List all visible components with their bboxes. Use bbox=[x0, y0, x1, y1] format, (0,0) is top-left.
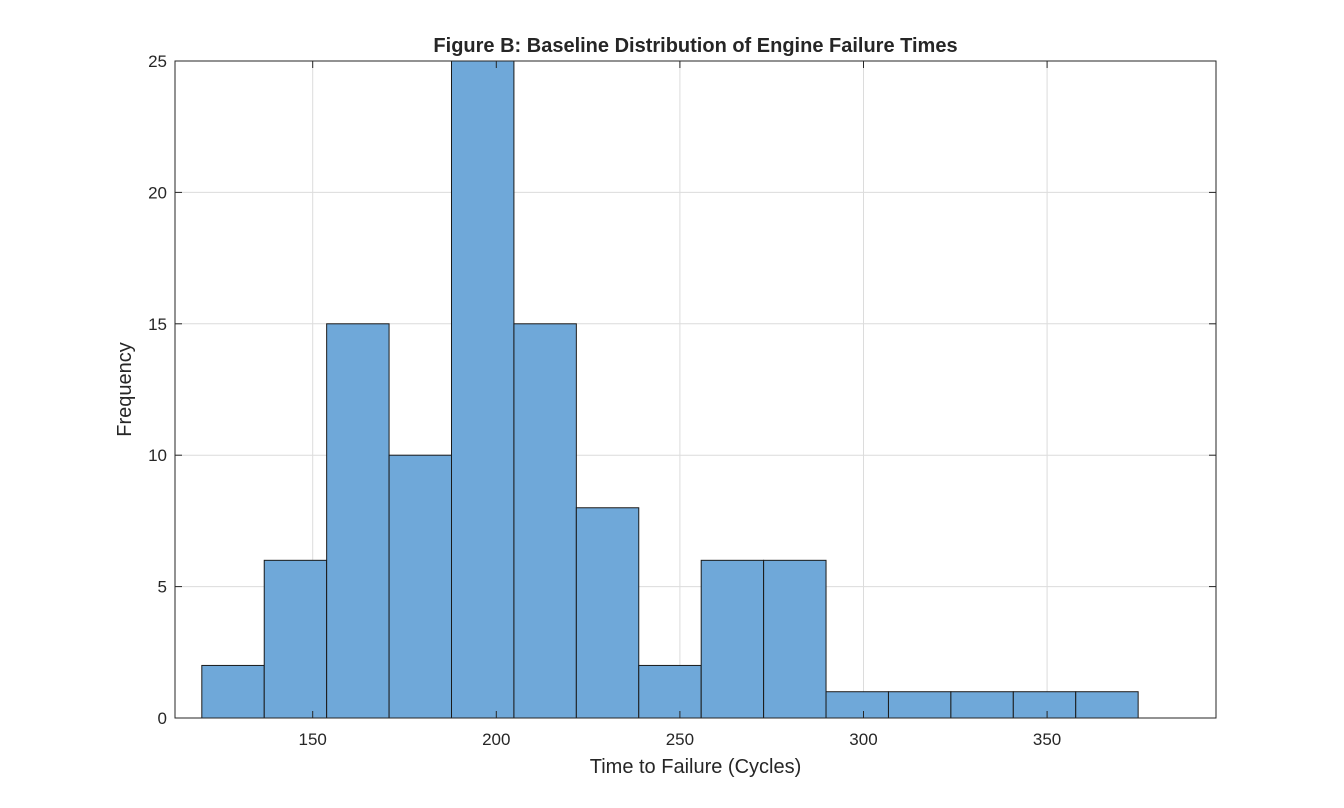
histogram-bar bbox=[263, 559, 328, 719]
x-tick-label: 250 bbox=[666, 730, 694, 749]
x-axis-label: Time to Failure (Cycles) bbox=[590, 756, 802, 778]
histogram-bar bbox=[1075, 691, 1139, 719]
histogram-bar bbox=[201, 664, 265, 719]
histogram-bar bbox=[825, 691, 889, 719]
histogram-bar bbox=[1012, 691, 1077, 719]
histogram-bar bbox=[450, 60, 515, 719]
histogram-bar bbox=[388, 454, 452, 719]
x-tick-label: 300 bbox=[849, 730, 877, 749]
y-tick-label: 15 bbox=[148, 315, 167, 334]
histogram-bar bbox=[638, 664, 702, 719]
histogram-bar bbox=[763, 559, 827, 719]
x-tick-labels: 150 200 250 300 350 bbox=[299, 730, 1062, 749]
histogram-bar bbox=[575, 507, 640, 719]
y-tick-labels: 0 5 10 15 20 25 bbox=[148, 52, 167, 728]
histogram-bars bbox=[201, 60, 1139, 719]
histogram-bar bbox=[950, 691, 1014, 719]
x-tick-label: 150 bbox=[299, 730, 327, 749]
x-tick-label: 200 bbox=[482, 730, 510, 749]
y-tick-label: 5 bbox=[158, 578, 167, 597]
histogram-bar bbox=[887, 691, 952, 719]
histogram-bar bbox=[326, 323, 390, 719]
y-tick-label: 25 bbox=[148, 52, 167, 71]
y-tick-label: 10 bbox=[148, 446, 167, 465]
plot-frame bbox=[174, 60, 1217, 719]
histogram-bar bbox=[513, 323, 577, 719]
y-tick-label: 0 bbox=[158, 709, 167, 728]
x-tick-label: 350 bbox=[1033, 730, 1061, 749]
y-tick-label: 20 bbox=[148, 183, 167, 202]
y-axis-label: Frequency bbox=[114, 342, 136, 437]
chart-title: Figure B: Baseline Distribution of Engin… bbox=[433, 35, 957, 57]
histogram-bar bbox=[700, 559, 765, 719]
